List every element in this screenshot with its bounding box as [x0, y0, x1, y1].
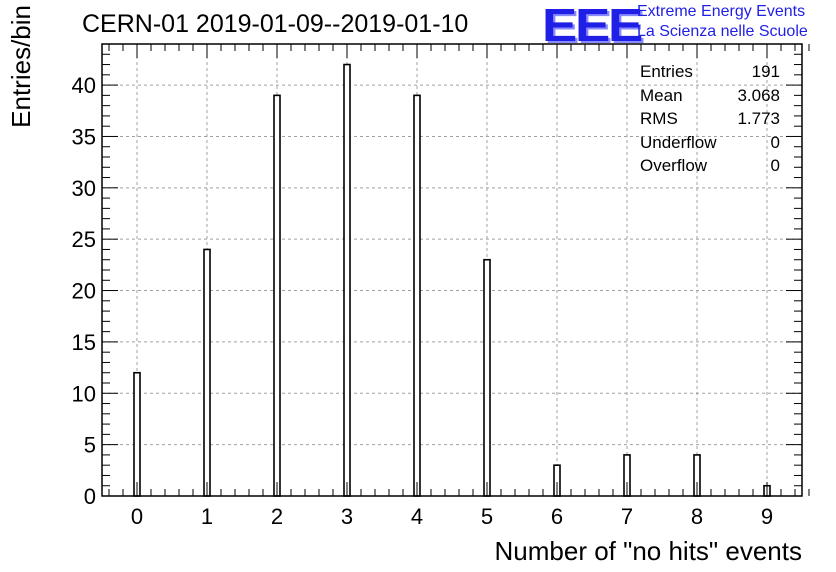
eee-logo: EEE: [542, 0, 643, 51]
stat-row-mean: Mean 3.068: [640, 84, 780, 108]
x-tick-label: 0: [131, 504, 143, 529]
y-tick-label: 0: [84, 484, 96, 509]
stat-label: RMS: [640, 109, 678, 128]
stat-value: 0: [770, 132, 780, 152]
stat-label: Entries: [640, 62, 693, 81]
y-tick-label: 15: [72, 330, 96, 355]
y-tick-label: 5: [84, 433, 96, 458]
stat-label: Overflow: [640, 156, 708, 175]
stat-value: 1.773: [737, 109, 780, 128]
stat-label: Underflow: [640, 132, 717, 152]
grid-lines: [102, 44, 802, 496]
histogram-bar: [203, 248, 211, 497]
histogram-bar: [133, 371, 141, 497]
stat-row-rms: RMS 1.773: [640, 107, 780, 131]
stat-row-entries: Entries 191: [640, 60, 780, 84]
logo-line-1: Extreme Energy Events: [637, 3, 806, 20]
y-tick-label: 40: [72, 73, 96, 98]
stat-label: Mean: [640, 85, 683, 105]
x-tick-label: 5: [481, 504, 493, 529]
x-tick-label: 8: [691, 504, 703, 529]
x-tick-label: 6: [551, 504, 563, 529]
histogram-bar: [413, 94, 421, 497]
stat-value: 191: [751, 62, 780, 81]
y-tick-label: 20: [72, 279, 96, 304]
stat-row-overflow: Overflow 0: [640, 154, 780, 178]
x-axis-label: Number of "no hits" events: [494, 536, 803, 566]
chart-title: CERN-01 2019-01-09--2019-01-10: [82, 10, 469, 38]
x-tick-label: 7: [621, 504, 633, 529]
x-tick-label: 4: [411, 504, 423, 529]
x-tick-label: 3: [341, 504, 353, 529]
y-tick-label: 35: [72, 124, 96, 149]
stats-box: Entries 191 Mean 3.068 RMS 1.773 Underflow 0…: [640, 60, 780, 178]
histogram-bar: [273, 94, 281, 497]
y-tick-label: 30: [72, 176, 96, 201]
axis-tick-labels: 0 5 10 15 20 25 30 35 40 0 1 2 3 4 5 6 7 8 9: [72, 73, 774, 529]
y-tick-label: 10: [72, 381, 96, 406]
logo-line-2: La Scienza nelle Scuole: [637, 23, 808, 40]
eee-logo-text: Extreme Energy Events La Scienza nelle S…: [637, 2, 808, 42]
x-tick-label: 2: [271, 504, 283, 529]
histogram-bar: [343, 63, 351, 497]
stat-value: 0: [770, 156, 780, 175]
x-tick-label: 9: [761, 504, 773, 529]
stat-row-underflow: Underflow 0: [640, 131, 780, 155]
x-tick-label: 1: [201, 504, 213, 529]
axis-ticks: [102, 43, 810, 497]
y-tick-label: 25: [72, 227, 96, 252]
y-axis-label: Entries/bin: [6, 5, 36, 128]
stat-value: 3.068: [737, 85, 780, 105]
histogram-bar: [483, 258, 491, 497]
